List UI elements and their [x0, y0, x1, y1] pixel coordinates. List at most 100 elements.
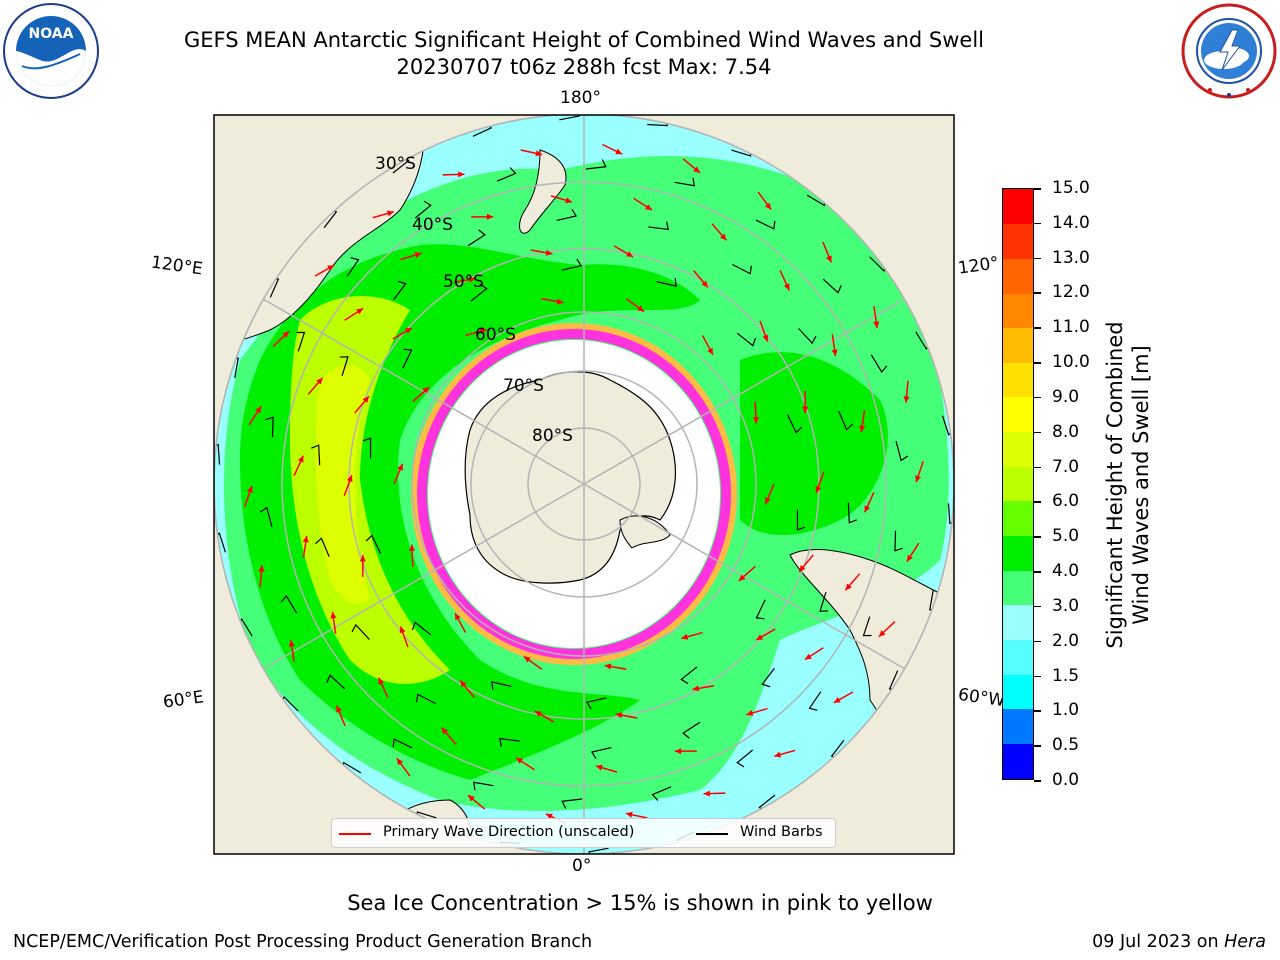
colorbar-segment [1003, 604, 1033, 640]
wave-direction-arrowhead [288, 639, 295, 647]
nws-logo [1181, 3, 1277, 99]
wave-direction-arrowhead [515, 757, 523, 764]
wind-barb [870, 354, 888, 374]
wind-barb [862, 616, 872, 637]
new-zealand [519, 149, 567, 234]
wind-barb [585, 697, 607, 710]
colorbar-segment [1003, 396, 1033, 433]
wind-barb [838, 411, 853, 431]
wind-barbs-legend-line [696, 833, 728, 835]
wind-barb [585, 159, 607, 170]
colorbar-segment [1003, 292, 1033, 329]
wave-direction-arrowhead [386, 210, 394, 217]
map-legend: Primary Wave Direction (unscaled) Wind B… [331, 818, 836, 848]
wind-barb [280, 594, 298, 614]
vector-layer [214, 115, 954, 854]
wave-direction-arrowhead [534, 711, 542, 717]
sea-ice-edge [417, 329, 731, 659]
colorbar-tick-label: 8.0 [1052, 421, 1080, 442]
wave-direction-arrowhead [330, 611, 337, 619]
colorbar-tick [1034, 605, 1041, 608]
colorbar-segment [1003, 674, 1033, 710]
wave-direction-arrowhead [845, 583, 852, 591]
noaa-logo: NOAA [3, 3, 99, 99]
wind-barb [755, 219, 776, 230]
wind-barb [411, 621, 432, 636]
wind-barb [296, 331, 306, 352]
wind-barb [847, 502, 857, 524]
wave-direction-arrowhead [765, 497, 771, 505]
wave-direction-arrowhead [701, 280, 708, 288]
wave-direction-arrowhead [346, 475, 353, 483]
wind-barb [326, 674, 346, 690]
colorbar-tick [1034, 536, 1041, 538]
wave-direction-arrowhead [915, 475, 921, 483]
colorbar-tick [1034, 675, 1041, 678]
wind-barb [473, 781, 494, 791]
colorbar-tick-label: 11.0 [1052, 317, 1090, 338]
colorbar-tick [1034, 362, 1041, 364]
wave-direction-arrowhead [316, 377, 323, 385]
colorbar-tick [1034, 327, 1041, 329]
wave-direction-arrowhead [282, 331, 290, 338]
wind-barb [414, 200, 432, 219]
wind-barbs-legend-label: Wind Barbs [740, 824, 823, 840]
wind-barb [590, 746, 612, 760]
colorbar-tick-label: 5.0 [1052, 526, 1080, 547]
wave-direction-arrowhead [873, 321, 880, 329]
wave-direction-arrowhead [479, 328, 487, 335]
colorbar-segment [1003, 708, 1033, 744]
wave-direction-arrowhead [615, 148, 623, 155]
noaa-logo-text: NOAA [29, 26, 74, 42]
wind-barb [265, 416, 274, 438]
colorbar-tick [1034, 292, 1041, 294]
wind-barb [311, 444, 321, 466]
wind-barb [656, 278, 677, 287]
wave-direction-arrowhead [693, 166, 701, 173]
wind-barb [682, 721, 701, 739]
wave-direction-arrowhead [774, 751, 782, 758]
wave-direction-arrowhead [626, 251, 634, 257]
wave-direction-arrowhead [362, 396, 369, 404]
wind-barb [755, 599, 766, 620]
wind-barb [561, 258, 583, 271]
wind-barb [822, 278, 842, 294]
lat-label-30: 30°S [375, 154, 416, 174]
wind-barb [556, 208, 578, 222]
colorbar-tick-label: 9.0 [1052, 386, 1080, 407]
lat-label-70: 70°S [503, 376, 544, 396]
wave-direction-arrowhead [455, 613, 461, 621]
wave-direction-arrowhead [906, 554, 913, 562]
wave-direction-arrowhead [826, 255, 832, 263]
colorbar-segment [1003, 743, 1033, 779]
wind-barb [351, 623, 370, 640]
wave-direction-arrowhead [799, 564, 806, 572]
colorbar-title-line2: Wind Waves and Swell [m] [1129, 345, 1153, 625]
wave-direction-arrowhead [859, 425, 866, 433]
wave-direction-arrowhead [831, 349, 838, 357]
lat-label-60: 60°S [475, 325, 516, 345]
wave-direction-arrowhead [302, 535, 309, 543]
colorbar-segment [1003, 570, 1033, 606]
colorbar-tick [1034, 640, 1041, 643]
wind-barb [339, 356, 349, 377]
wind-barb [588, 847, 609, 854]
wave-direction-arrowhead [833, 697, 841, 703]
wave-direction-arrowhead [556, 298, 564, 305]
colorbar [1002, 188, 1034, 780]
wave-direction-arrowhead [441, 727, 449, 735]
wave-direction-arrowhead [399, 626, 406, 634]
wave-direction-arrowhead [467, 795, 475, 802]
colorbar-tick [1034, 745, 1041, 747]
wave-direction-arrowhead [674, 748, 682, 755]
colorbar-tick [1034, 396, 1041, 399]
wave-direction-arrowhead [802, 406, 809, 413]
colorbar-tick [1034, 780, 1041, 782]
colorbar-tick [1034, 710, 1041, 712]
wave-direction-arrowhead [625, 811, 633, 818]
wind-barb [365, 534, 382, 554]
wave-direction-arrowhead [486, 213, 494, 220]
colorbar-segment [1003, 500, 1033, 537]
wave-direction-arrowhead [719, 233, 727, 241]
colorbar-tick [1034, 501, 1041, 503]
